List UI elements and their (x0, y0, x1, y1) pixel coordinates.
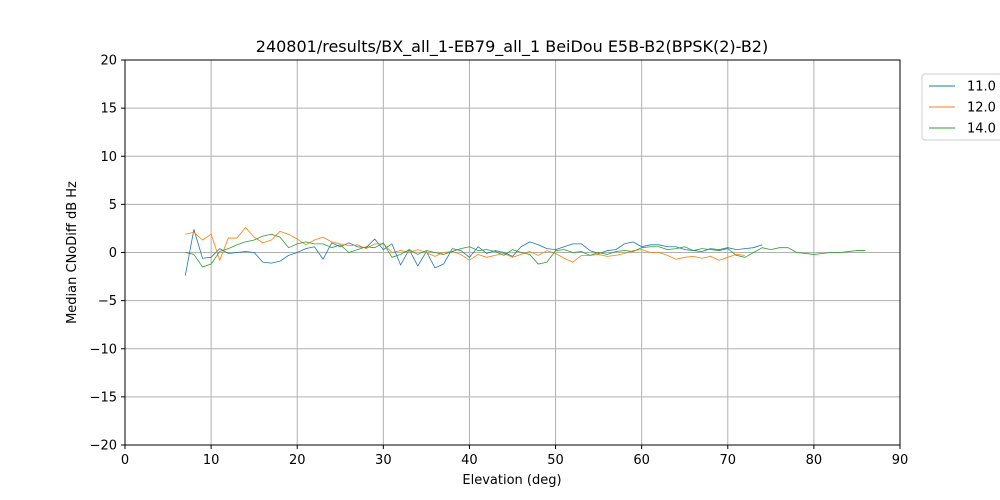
y-tick-label: −20 (90, 439, 117, 454)
y-axis-title: Median CNoDiff dB Hz (65, 181, 80, 324)
series-line-11.0 (184, 228, 763, 276)
y-tick-label: 15 (100, 102, 117, 117)
y-tick-label: −10 (90, 342, 117, 357)
y-axis: −20 −15 −10 −5 0 5 10 15 20 (90, 54, 125, 454)
x-tick-label: 80 (806, 453, 823, 468)
series-line-12.0 (185, 227, 746, 263)
series-line-14.0 (185, 233, 866, 268)
y-tick-label: −15 (90, 390, 117, 405)
x-tick-label: 20 (289, 453, 306, 468)
legend-label: 11.0 (967, 80, 996, 95)
chart-title: 240801/results/BX_all_1-EB79_all_1 BeiDo… (256, 37, 768, 57)
y-tick-label: −5 (98, 294, 117, 309)
x-tick-label: 60 (633, 453, 650, 468)
y-tick-label: 5 (109, 198, 117, 213)
legend: 11.0 12.0 14.0 (921, 73, 1000, 141)
series-lines (184, 227, 866, 276)
x-tick-label: 90 (892, 453, 909, 468)
x-tick-label: 30 (375, 453, 392, 468)
x-tick-label: 70 (720, 453, 737, 468)
x-tick-label: 0 (121, 453, 129, 468)
legend-box (921, 73, 1000, 141)
legend-entries: 11.0 12.0 14.0 (929, 80, 996, 137)
x-tick-label: 50 (547, 453, 564, 468)
x-tick-label: 40 (461, 453, 478, 468)
x-tick-label: 10 (203, 453, 220, 468)
legend-label: 12.0 (967, 101, 996, 116)
legend-label: 14.0 (967, 122, 996, 137)
x-axis-title: Elevation (deg) (462, 473, 561, 488)
x-axis: 0 10 20 30 40 50 60 70 80 90 (121, 445, 908, 468)
y-tick-label: 10 (100, 150, 117, 165)
y-tick-label: 20 (100, 54, 117, 69)
y-tick-label: 0 (109, 246, 117, 261)
